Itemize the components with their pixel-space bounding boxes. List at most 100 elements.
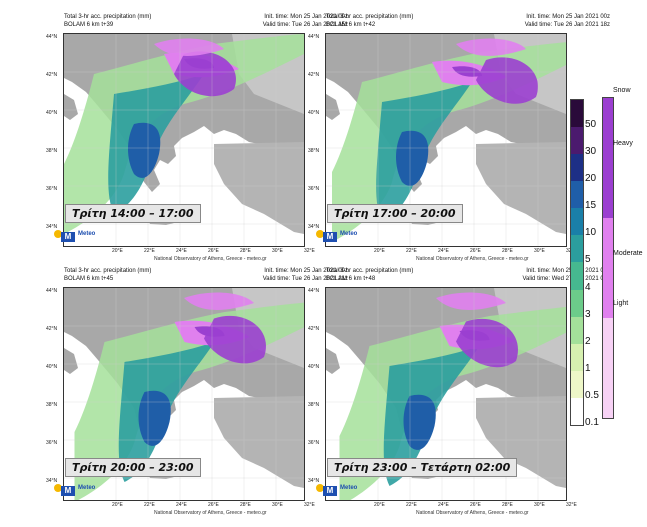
lon-label: 28°E xyxy=(502,248,513,254)
colorbar-segment xyxy=(571,316,583,344)
colorbar-label: 20 xyxy=(585,173,597,185)
lon-label: 28°E xyxy=(240,502,251,508)
lon-label: 22°E xyxy=(144,502,155,508)
lat-label: 36°N xyxy=(308,440,320,446)
lat-label: 38°N xyxy=(46,402,58,408)
lat-label: 42°N xyxy=(308,326,320,332)
colorbar-segment xyxy=(571,154,583,182)
lon-label: 32°E xyxy=(304,248,315,254)
valid-time: Valid time: Wed 27 Jan 2021 00z xyxy=(522,276,611,282)
lon-label: 20°E xyxy=(112,502,123,508)
meteo-m-icon: M xyxy=(323,486,337,496)
panel-header: Total 3-hr acc. precipitation (mm) BOLAM… xyxy=(324,12,624,34)
lon-label: 22°E xyxy=(406,502,417,508)
colorbar-label: 30 xyxy=(585,146,597,158)
panel-model: BOLAM 6 km t+39 xyxy=(64,22,114,28)
panel-header: Total 3-hr acc. precipitation (mm) BOLAM… xyxy=(324,266,624,288)
panel-header: Total 3-hr acc. precipitation (mm) BOLAM… xyxy=(62,12,362,34)
lon-label: 30°E xyxy=(534,248,545,254)
snow-segment xyxy=(603,318,613,418)
colorbar-segment xyxy=(571,397,583,425)
credit-text: National Observatory of Athens, Greece -… xyxy=(416,510,529,516)
time-period-label: Τρίτη 14:00 – 17:00 xyxy=(65,204,201,223)
forecast-panel: Total 3-hr acc. precipitation (mm) BOLAM… xyxy=(46,12,362,270)
time-period-label: Τρίτη 20:00 – 23:00 xyxy=(65,458,201,477)
forecast-panel: Total 3-hr acc. precipitation (mm) BOLAM… xyxy=(46,266,362,524)
lat-label: 36°N xyxy=(46,440,58,446)
snow-segment xyxy=(603,218,613,318)
lon-label: 30°E xyxy=(272,502,283,508)
panel-model: BOLAM 6 km t+45 xyxy=(64,276,114,282)
meteo-m-icon: M xyxy=(323,232,337,242)
colorbar-label: 5 xyxy=(585,254,591,266)
sun-icon xyxy=(316,230,324,238)
colorbar-segment xyxy=(571,208,583,236)
colorbar-segment xyxy=(571,343,583,371)
lat-label: 36°N xyxy=(46,186,58,192)
lat-label: 34°N xyxy=(308,224,320,230)
lon-label: 26°E xyxy=(470,502,481,508)
panel-title: Total 3-hr acc. precipitation (mm) xyxy=(326,14,414,20)
lat-label: 44°N xyxy=(46,288,58,294)
colorbar-label: 0.5 xyxy=(585,389,599,401)
lat-label: 40°N xyxy=(46,364,58,370)
lon-label: 20°E xyxy=(374,248,385,254)
snow-colorbar xyxy=(602,97,614,419)
init-time: Init. time: Mon 25 Jan 2021 00z xyxy=(264,268,348,274)
logo-text: Meteo xyxy=(78,485,96,491)
meteo-logo: M Meteo xyxy=(316,482,376,500)
lat-label: 34°N xyxy=(308,478,320,484)
colorbar-segment xyxy=(571,262,583,290)
logo-text: Meteo xyxy=(340,485,358,491)
init-time: Init. time: Mon 25 Jan 2021 00z xyxy=(264,14,348,20)
lon-label: 30°E xyxy=(272,248,283,254)
lat-label: 36°N xyxy=(308,186,320,192)
colorbar-label: 4 xyxy=(585,281,591,293)
credit-text: National Observatory of Athens, Greece -… xyxy=(154,510,267,516)
panel-title: Total 3-hr acc. precipitation (mm) xyxy=(64,268,152,274)
valid-time: Valid time: Tue 26 Jan 2021 21z xyxy=(262,276,348,282)
lon-label: 32°E xyxy=(304,502,315,508)
meteo-m-icon: M xyxy=(61,232,75,242)
snow-legend-title: Snow xyxy=(613,87,631,94)
lat-label: 38°N xyxy=(46,148,58,154)
colorbar-label: 50 xyxy=(585,119,597,130)
meteo-logo: M Meteo xyxy=(54,228,114,246)
colorbar-label: 0.1 xyxy=(585,416,599,428)
lat-label: 40°N xyxy=(308,110,320,116)
logo-text: Meteo xyxy=(78,231,96,237)
lat-label: 44°N xyxy=(308,288,320,294)
lon-label: 26°E xyxy=(470,248,481,254)
init-time: Init. time: Mon 25 Jan 2021 00z xyxy=(526,268,610,274)
colorbar-segment xyxy=(571,289,583,317)
colorbar-label: 15 xyxy=(585,200,597,212)
colorbar-label: 2 xyxy=(585,335,591,347)
lat-label: 44°N xyxy=(46,34,58,40)
meteo-m-icon: M xyxy=(61,486,75,496)
lat-label: 42°N xyxy=(46,326,58,332)
lon-label: 20°E xyxy=(374,502,385,508)
lon-label: 24°E xyxy=(176,248,187,254)
lon-label: 26°E xyxy=(208,248,219,254)
precip-colorbar xyxy=(570,99,584,426)
sun-icon xyxy=(316,484,324,492)
valid-time: Valid time: Tue 26 Jan 2021 15z xyxy=(262,22,348,28)
forecast-panel: Total 3-hr acc. precipitation (mm) BOLAM… xyxy=(308,12,624,270)
lat-label: 38°N xyxy=(308,148,320,154)
snow-segment xyxy=(603,98,613,218)
lon-label: 28°E xyxy=(502,502,513,508)
sun-icon xyxy=(54,484,62,492)
lon-label: 30°E xyxy=(534,502,545,508)
colorbar-segment xyxy=(571,127,583,155)
lon-label: 24°E xyxy=(438,502,449,508)
panel-model: BOLAM 6 km t+48 xyxy=(326,276,376,282)
lat-label: 34°N xyxy=(46,478,58,484)
sun-icon xyxy=(54,230,62,238)
colorbar-segment xyxy=(571,181,583,209)
meteo-logo: M Meteo xyxy=(316,228,376,246)
lon-label: 22°E xyxy=(406,248,417,254)
time-period-label: Τρίτη 17:00 – 20:00 xyxy=(327,204,463,223)
panel-title: Total 3-hr acc. precipitation (mm) xyxy=(326,268,414,274)
meteo-logo: M Meteo xyxy=(54,482,114,500)
colorbar-label: 1 xyxy=(585,362,591,374)
